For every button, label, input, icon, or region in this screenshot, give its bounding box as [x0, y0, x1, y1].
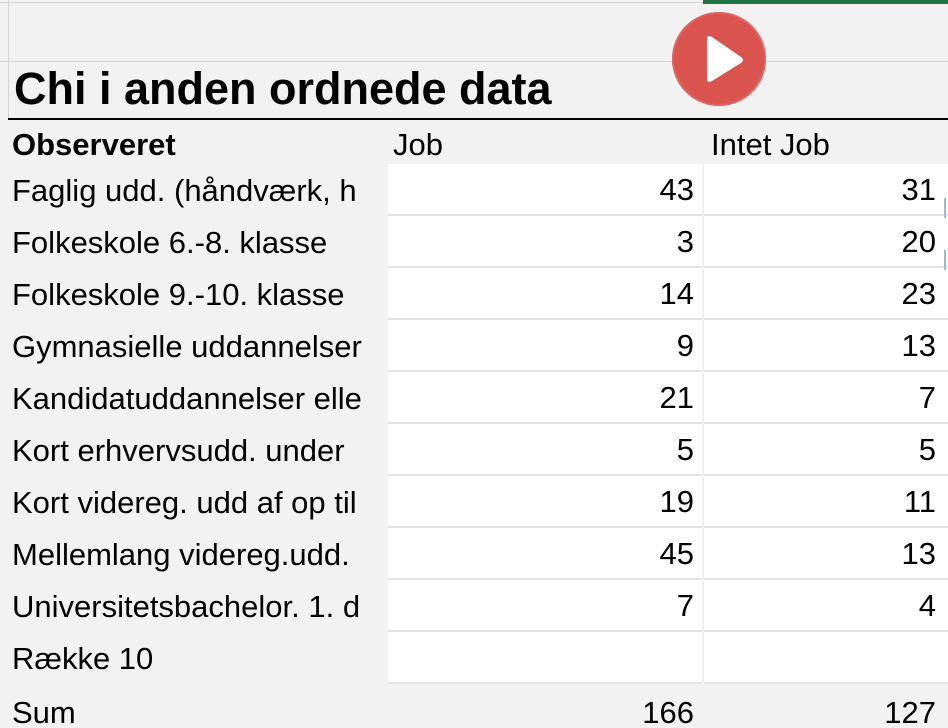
row-label-cell[interactable]: Kort videreg. udd af op til — [12, 484, 357, 520]
sum-job-cell[interactable]: 166 — [642, 695, 694, 728]
sum-row: Sum 166 127 — [0, 684, 948, 728]
job-cell[interactable]: 3 — [388, 216, 702, 268]
row-label-cell[interactable]: Folkeskole 9.-10. klasse — [12, 276, 345, 312]
job-cell[interactable]: 7 — [388, 580, 702, 632]
table-row: Gymnasielle uddannelser 9 13 — [0, 320, 948, 372]
job-cell[interactable]: 45 — [388, 528, 702, 580]
gridline — [8, 0, 9, 120]
job-cell[interactable]: 5 — [388, 424, 702, 476]
table-header-row: Observeret Job Intet Job — [0, 120, 948, 164]
intet-job-cell[interactable]: 7 — [704, 372, 948, 424]
intet-job-cell[interactable] — [704, 632, 948, 684]
header-rule — [8, 118, 948, 120]
intet-job-cell[interactable]: 13 — [704, 528, 948, 580]
job-cell[interactable]: 9 — [388, 320, 702, 372]
intet-job-cell[interactable]: 5 — [704, 424, 948, 476]
intet-job-cell[interactable]: 13 — [704, 320, 948, 372]
table-row: Faglig udd. (håndværk, h 43 31 — [0, 164, 948, 216]
play-icon — [707, 35, 743, 83]
sheet-title: Chi i anden ordnede data — [14, 63, 552, 114]
header-observeret[interactable]: Observeret — [12, 127, 176, 162]
row-label-cell[interactable]: Række 10 — [12, 640, 154, 676]
sum-intet-job-cell[interactable]: 127 — [884, 695, 936, 728]
data-table: Observeret Job Intet Job Faglig udd. (hå… — [0, 120, 948, 728]
table-row: Kort videreg. udd af op til 19 11 — [0, 476, 948, 528]
selection-edge — [944, 250, 946, 270]
job-cell[interactable] — [388, 632, 702, 684]
table-row: Mellemlang videreg.udd. 45 13 — [0, 528, 948, 580]
job-cell[interactable]: 21 — [388, 372, 702, 424]
job-cell[interactable]: 43 — [388, 164, 702, 216]
intet-job-cell[interactable]: 11 — [704, 476, 948, 528]
row-label-cell[interactable]: Faglig udd. (håndværk, h — [12, 172, 357, 208]
row-label-cell[interactable]: Folkeskole 6.-8. klasse — [12, 224, 328, 260]
play-button[interactable] — [672, 12, 766, 106]
job-cell[interactable]: 14 — [388, 268, 702, 320]
table-row: Universitetsbachelor. 1. d 7 4 — [0, 580, 948, 632]
row-label-cell[interactable]: Mellemlang videreg.udd. — [12, 536, 350, 572]
intet-job-cell[interactable]: 23 — [704, 268, 948, 320]
gridline — [0, 61, 948, 62]
selection-edge — [944, 198, 946, 218]
intet-job-cell[interactable]: 31 — [704, 164, 948, 216]
row-label-cell[interactable]: Gymnasielle uddannelser — [12, 328, 362, 364]
gridline — [0, 2, 948, 3]
table-row: Kort erhvervsudd. under 5 5 — [0, 424, 948, 476]
row-label-cell[interactable]: Universitetsbachelor. 1. d — [12, 588, 361, 624]
intet-job-cell[interactable]: 4 — [704, 580, 948, 632]
header-intet-job[interactable]: Intet Job — [711, 127, 830, 162]
table-row: Kandidatuddannelser elle 21 7 — [0, 372, 948, 424]
row-label-cell[interactable]: Kort erhvervsudd. under — [12, 432, 345, 468]
sum-label-cell[interactable]: Sum — [12, 695, 76, 728]
header-job[interactable]: Job — [393, 127, 443, 162]
selection-accent — [703, 0, 948, 4]
table-row: Række 10 — [0, 632, 948, 684]
intet-job-cell[interactable]: 20 — [704, 216, 948, 268]
table-row: Folkeskole 9.-10. klasse 14 23 — [0, 268, 948, 320]
table-row: Folkeskole 6.-8. klasse 3 20 — [0, 216, 948, 268]
row-label-cell[interactable]: Kandidatuddannelser elle — [12, 380, 362, 416]
job-cell[interactable]: 19 — [388, 476, 702, 528]
